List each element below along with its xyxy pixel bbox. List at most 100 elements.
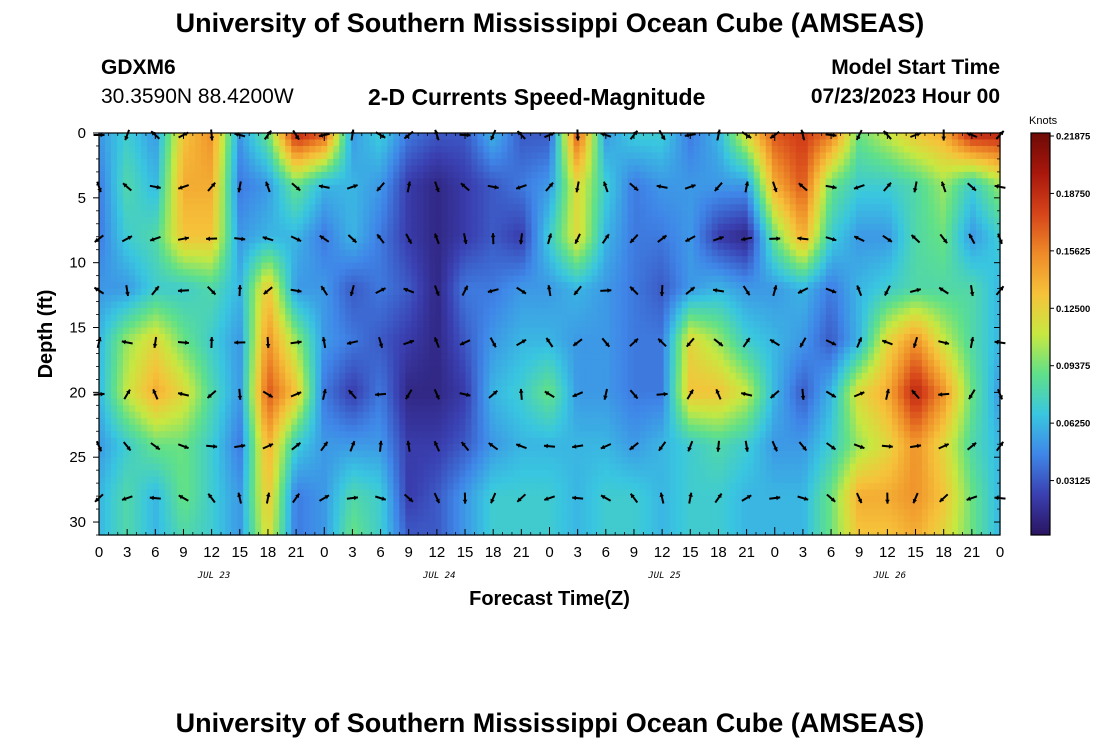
heat-cell <box>561 314 569 322</box>
heat-cell <box>987 171 995 179</box>
heat-cell <box>147 152 154 160</box>
heat-cell <box>789 314 797 322</box>
heat-cell <box>765 262 773 270</box>
heat-cell <box>819 308 827 316</box>
heat-cell <box>369 301 376 309</box>
heat-cell <box>531 191 539 199</box>
heat-cell <box>105 321 112 329</box>
heat-cell <box>531 249 539 257</box>
heat-cell <box>165 256 172 264</box>
heat-cell <box>561 197 569 205</box>
heat-cell <box>219 269 226 277</box>
heat-cell <box>309 327 316 335</box>
heat-cell <box>807 139 815 147</box>
heat-cell <box>579 178 587 186</box>
heat-cell <box>537 158 545 167</box>
heat-cell <box>831 223 839 231</box>
heat-cell <box>489 308 497 316</box>
heat-cell <box>603 249 611 257</box>
heat-cell <box>141 282 148 290</box>
heat-cell <box>231 301 238 309</box>
heat-cell <box>507 165 515 173</box>
heat-cell <box>807 340 815 348</box>
heat-cell <box>327 321 334 329</box>
heat-cell <box>831 178 839 186</box>
heat-cell <box>273 184 280 192</box>
heat-cell <box>609 301 617 309</box>
heat-cell <box>825 269 833 277</box>
heat-cell <box>585 165 593 173</box>
heat-cell <box>531 236 539 244</box>
heat-cell <box>207 171 214 179</box>
heat-cell <box>963 288 971 296</box>
heat-cell <box>849 249 857 257</box>
heat-cell <box>525 165 533 173</box>
heat-cell <box>681 249 689 257</box>
heat-cell <box>633 321 641 329</box>
heat-cell <box>555 236 563 244</box>
heat-cell <box>243 346 250 355</box>
heat-cell <box>507 288 515 296</box>
heat-cell <box>213 275 220 283</box>
heat-cell <box>669 321 677 329</box>
heat-cell <box>165 197 172 205</box>
heat-cell <box>441 223 448 231</box>
heat-cell <box>219 178 226 186</box>
heat-cell <box>765 256 773 264</box>
heat-cell <box>651 133 659 141</box>
heat-cell <box>165 165 172 173</box>
heat-cell <box>753 184 761 192</box>
heat-cell <box>909 327 917 335</box>
heat-cell <box>387 275 394 283</box>
heat-cell <box>933 197 941 205</box>
heat-cell <box>147 230 154 238</box>
heat-cell <box>447 282 454 290</box>
heat-cell <box>333 204 340 212</box>
heat-cell <box>885 308 893 316</box>
heat-cell <box>297 230 304 238</box>
heat-cell <box>921 223 929 231</box>
heat-cell <box>195 152 202 160</box>
heat-cell <box>243 165 250 173</box>
heat-cell <box>345 321 352 329</box>
heat-cell <box>699 327 707 335</box>
heat-cell <box>915 314 923 322</box>
heat-cell <box>315 275 322 283</box>
heat-cell <box>843 133 851 141</box>
heat-cell <box>405 178 412 186</box>
heat-cell <box>909 165 917 173</box>
heat-cell <box>321 191 328 199</box>
heat-cell <box>801 282 809 290</box>
heat-cell <box>441 152 448 160</box>
heat-cell <box>795 171 803 179</box>
heat-cell <box>897 295 905 303</box>
heat-cell <box>717 275 725 283</box>
heat-cell <box>993 210 1001 218</box>
heat-cell <box>225 191 232 199</box>
heat-cell <box>237 262 244 270</box>
heat-cell <box>465 308 473 316</box>
heat-cell <box>177 340 184 348</box>
heat-cell <box>471 133 479 141</box>
heat-cell <box>483 210 491 218</box>
heat-cell <box>927 269 935 277</box>
heat-cell <box>249 165 256 173</box>
heat-cell <box>735 282 743 290</box>
heat-cell <box>519 243 527 251</box>
heat-cell <box>957 282 965 290</box>
heat-cell <box>315 340 322 348</box>
heat-cell <box>609 133 617 141</box>
heat-cell <box>819 288 827 296</box>
heat-cell <box>363 230 370 238</box>
heat-cell <box>477 223 485 231</box>
heat-cell <box>285 321 292 329</box>
heat-cell <box>543 145 551 154</box>
heat-cell <box>291 282 298 290</box>
heat-cell <box>345 295 352 303</box>
heat-cell <box>675 243 683 251</box>
heat-cell <box>963 256 971 264</box>
heat-cell <box>339 191 346 199</box>
heat-cell <box>861 314 869 322</box>
heat-cell <box>651 340 659 348</box>
heat-cell <box>327 301 334 309</box>
